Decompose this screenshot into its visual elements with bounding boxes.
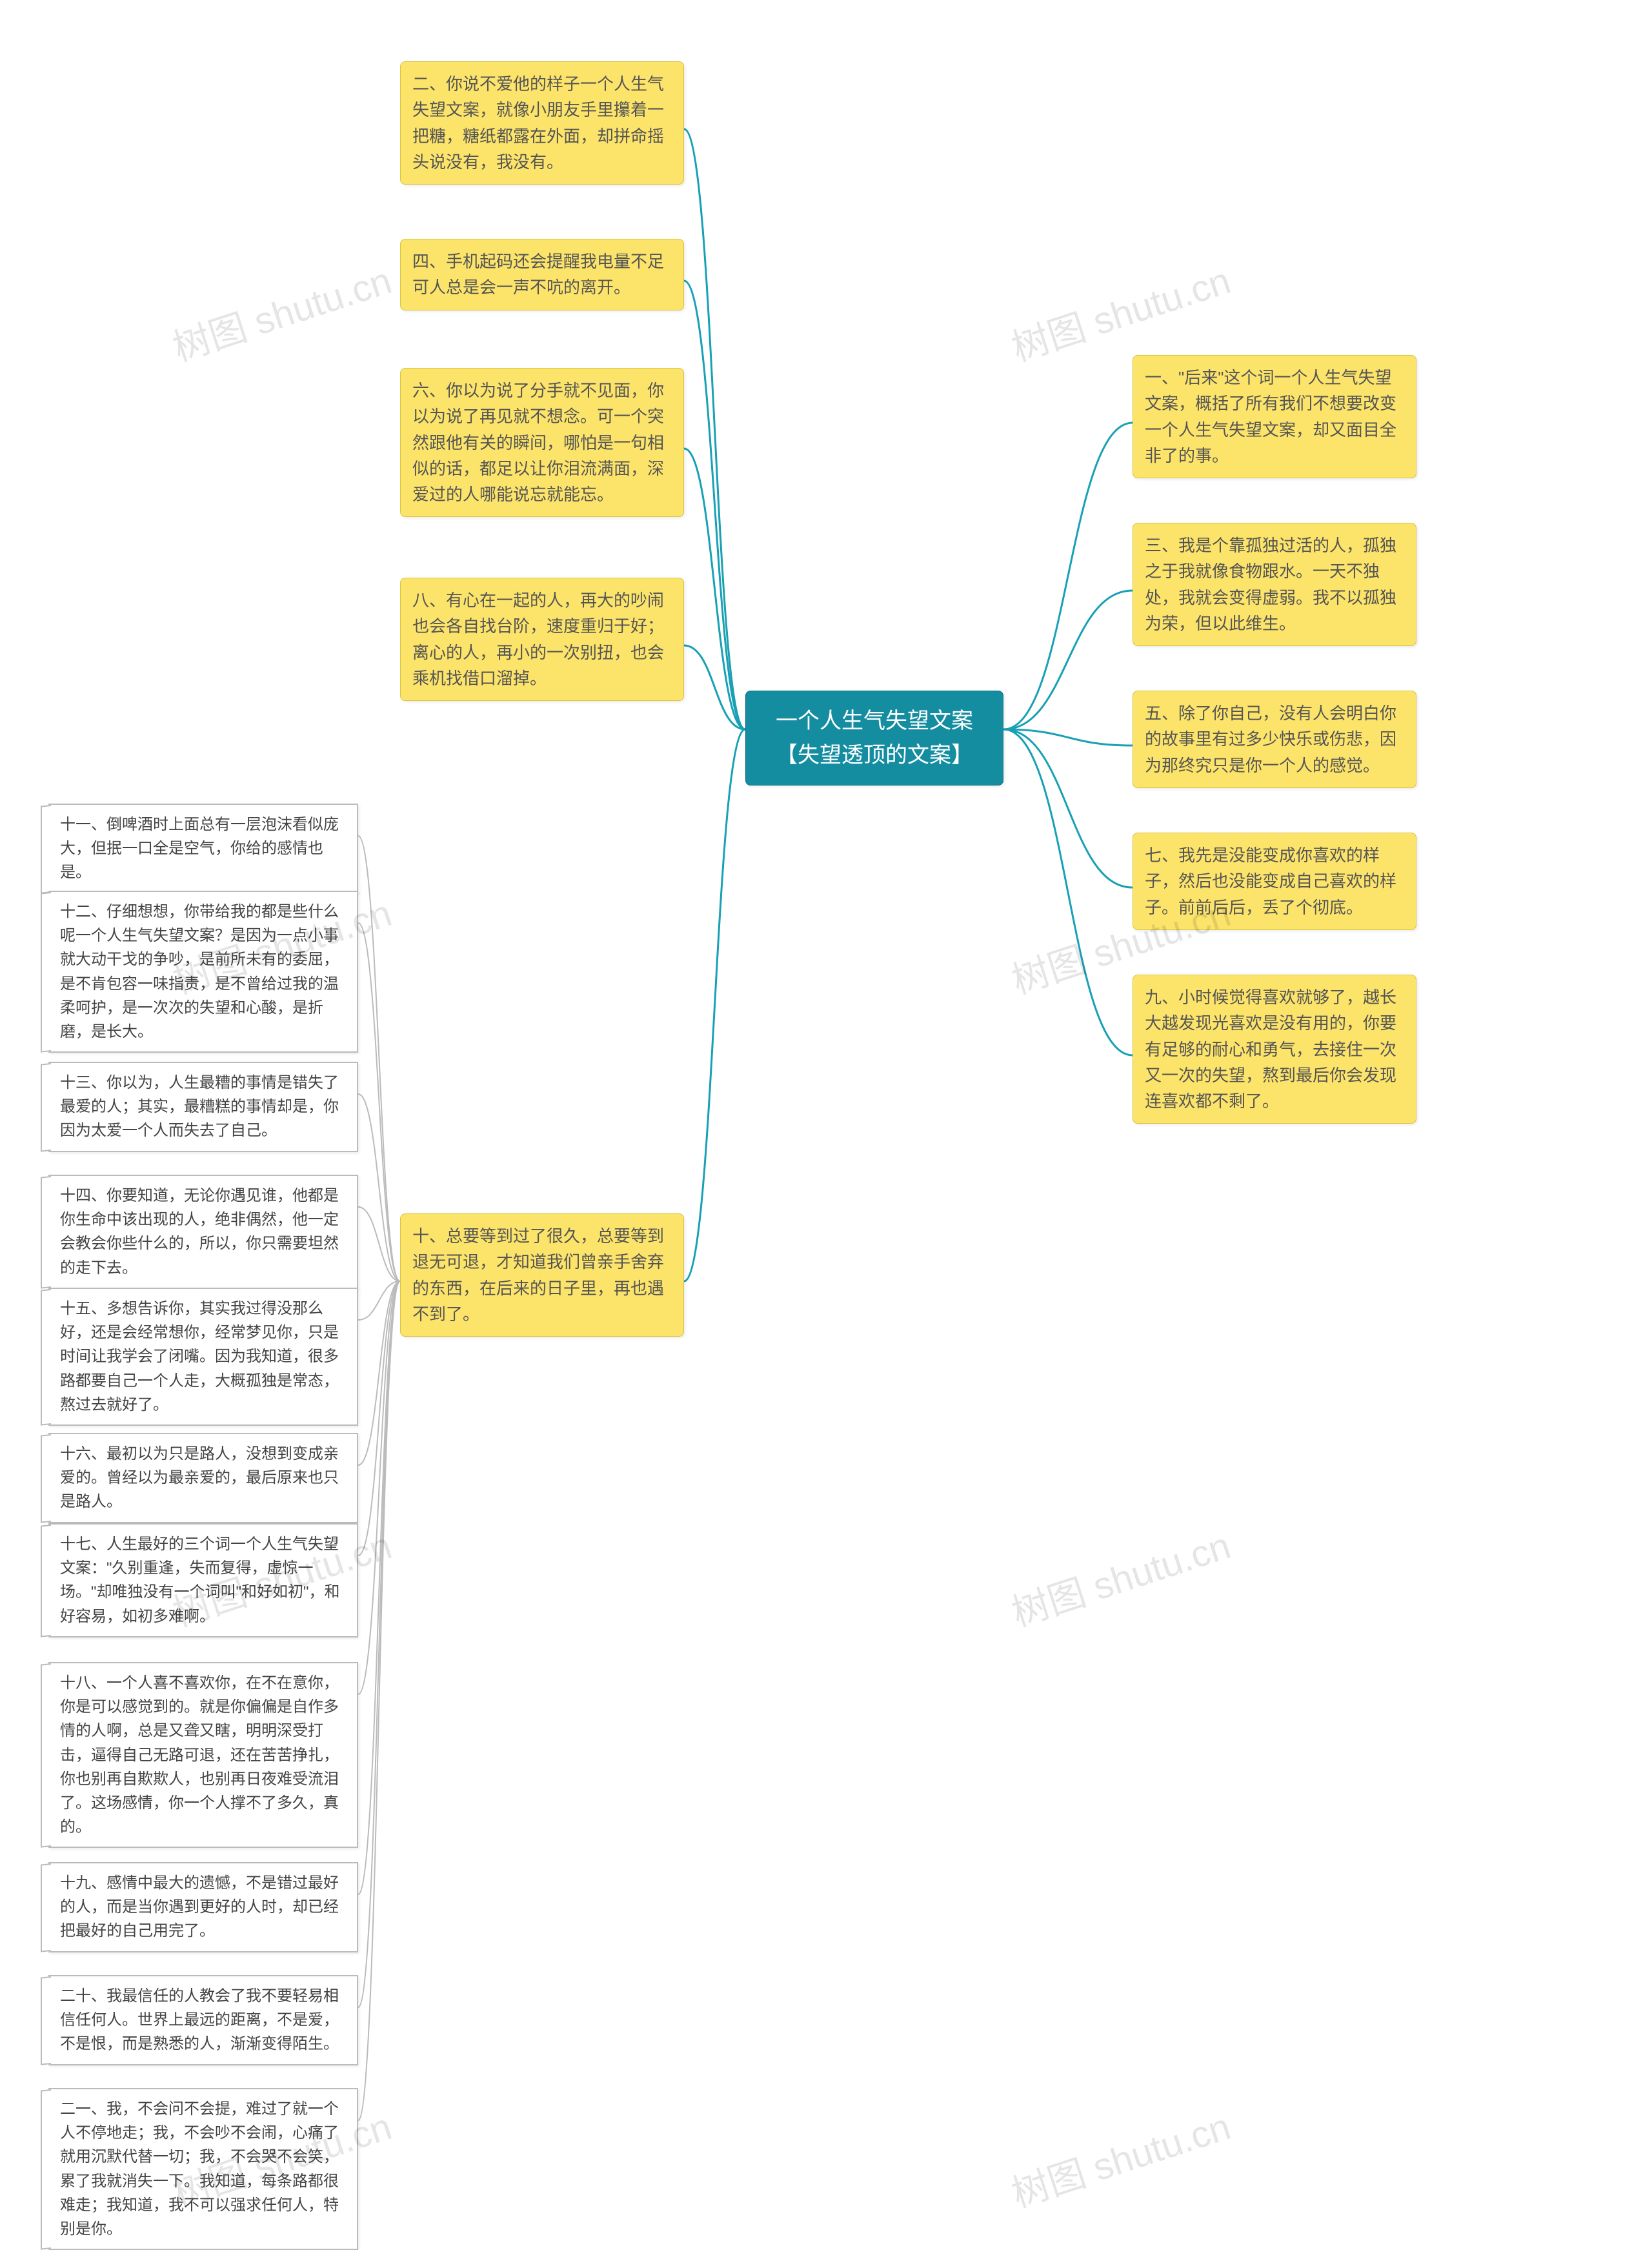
leaf-node-12[interactable]: 十二、仔细想想，你带给我的都是些什么呢一个人生气失望文案？是因为一点小事就大动干… <box>48 891 358 1053</box>
leaf-node-18[interactable]: 十八、一个人喜不喜欢你，在不在意你，你是可以感觉到的。就是你偏偏是自作多情的人啊… <box>48 1662 358 1848</box>
branch-node-3[interactable]: 三、我是个靠孤独过活的人，孤独之于我就像食物跟水。一天不独处，我就会变得虚弱。我… <box>1133 523 1416 646</box>
branch-node-9[interactable]: 九、小时候觉得喜欢就够了，越长大越发现光喜欢是没有用的，你要有足够的耐心和勇气，… <box>1133 975 1416 1124</box>
branch-node-6[interactable]: 六、你以为说了分手就不见面，你以为说了再见就不想念。可一个突然跟他有关的瞬间，哪… <box>400 368 684 517</box>
branch-node-2[interactable]: 二、你说不爱他的样子一个人生气失望文案，就像小朋友手里攥着一把糖，糖纸都露在外面… <box>400 61 684 185</box>
watermark: 树图 shutu.cn <box>1004 2096 1236 2218</box>
root-node[interactable]: 一个人生气失望文案【失望透顶的文案】 <box>745 691 1003 785</box>
watermark: 树图 shutu.cn <box>1004 1515 1236 1637</box>
watermark: 树图 shutu.cn <box>1004 250 1236 372</box>
branch-node-7[interactable]: 七、我先是没能变成你喜欢的样子，然后也没能变成自己喜欢的样子。前前后后，丢了个彻… <box>1133 833 1416 930</box>
mindmap-canvas: 一个人生气失望文案【失望透顶的文案】 二、你说不爱他的样子一个人生气失望文案，就… <box>0 0 1652 2191</box>
branch-node-10[interactable]: 十、总要等到过了很久，总要等到退无可退，才知道我们曾亲手舍弃的东西，在后来的日子… <box>400 1213 684 1337</box>
leaf-node-16[interactable]: 十六、最初以为只是路人，没想到变成亲爱的。曾经以为最亲爱的，最后原来也只是路人。 <box>48 1433 358 1523</box>
leaf-node-14[interactable]: 十四、你要知道，无论你遇见谁，他都是你生命中该出现的人，绝非偶然，他一定会教会你… <box>48 1175 358 1289</box>
branch-node-5[interactable]: 五、除了你自己，没有人会明白你的故事里有过多少快乐或伤悲，因为那终究只是你一个人… <box>1133 691 1416 788</box>
leaf-node-21[interactable]: 二一、我，不会问不会提，难过了就一个人不停地走；我，不会吵不会闹，心痛了就用沉默… <box>48 2088 358 2250</box>
leaf-node-17[interactable]: 十七、人生最好的三个词一个人生气失望文案："久别重逢，失而复得，虚惊一场。"却唯… <box>48 1523 358 1637</box>
watermark: 树图 shutu.cn <box>165 250 398 372</box>
leaf-node-15[interactable]: 十五、多想告诉你，其实我过得没那么好，还是会经常想你，经常梦见你，只是时间让我学… <box>48 1288 358 1426</box>
leaf-node-20[interactable]: 二十、我最信任的人教会了我不要轻易相信任何人。世界上最远的距离，不是爱，不是恨，… <box>48 1975 358 2065</box>
branch-node-1[interactable]: 一、"后来"这个词一个人生气失望文案，概括了所有我们不想要改变一个人生气失望文案… <box>1133 355 1416 478</box>
leaf-node-13[interactable]: 十三、你以为，人生最糟的事情是错失了最爱的人；其实，最糟糕的事情却是，你因为太爱… <box>48 1062 358 1152</box>
branch-node-4[interactable]: 四、手机起码还会提醒我电量不足可人总是会一声不吭的离开。 <box>400 239 684 310</box>
branch-node-8[interactable]: 八、有心在一起的人，再大的吵闹也会各自找台阶，速度重归于好；离心的人，再小的一次… <box>400 578 684 701</box>
leaf-node-19[interactable]: 十九、感情中最大的遗憾，不是错过最好的人，而是当你遇到更好的人时，却已经把最好的… <box>48 1862 358 1952</box>
leaf-node-11[interactable]: 十一、倒啤酒时上面总有一层泡沫看似庞大，但抿一口全是空气，你给的感情也是。 <box>48 804 358 894</box>
